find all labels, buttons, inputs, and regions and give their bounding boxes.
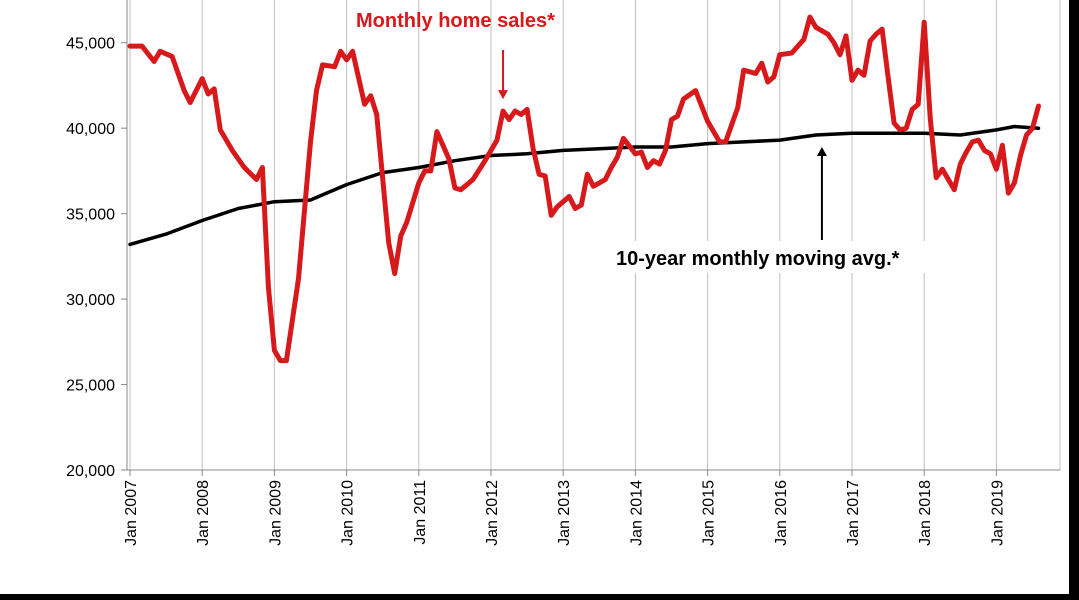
y-tick-label: 40,000 bbox=[66, 121, 115, 138]
annotation-sales-label: Monthly home sales* bbox=[356, 10, 555, 32]
x-tick-labels: Jan 2007 Jan 2008 Jan 2009 Jan 2010 Jan 2011… bbox=[123, 480, 1006, 546]
x-tick-label: Jan 2019 bbox=[989, 480, 1006, 546]
series bbox=[127, 14, 1041, 364]
y-tick-label: 30,000 bbox=[66, 292, 115, 309]
x-tick-label: Jan 2015 bbox=[701, 480, 718, 546]
grid-lines bbox=[121, 0, 1061, 476]
x-tick-label: Jan 2017 bbox=[845, 480, 862, 546]
x-tick-label: Jan 2016 bbox=[773, 480, 790, 546]
y-tick-label: 20,000 bbox=[66, 463, 115, 480]
annotation-avg-backdrop bbox=[600, 241, 930, 273]
y-tick-labels: 20,000 25,000 30,000 35,000 40,000 45,000 bbox=[66, 36, 115, 480]
x-tick-label: Jan 2013 bbox=[556, 480, 573, 546]
annotation-sales-arrowhead bbox=[498, 90, 509, 100]
x-tick-label: Jan 2007 bbox=[123, 480, 140, 546]
x-tick-label: Jan 2018 bbox=[917, 480, 934, 546]
x-tick-label: Jan 2010 bbox=[340, 480, 357, 546]
y-tick-label: 35,000 bbox=[66, 207, 115, 224]
x-tick-label: Jan 2008 bbox=[195, 480, 212, 546]
x-tick-label: Jan 2014 bbox=[628, 480, 645, 546]
x-tick-label: Jan 2012 bbox=[484, 480, 501, 546]
y-tick-label: 45,000 bbox=[66, 36, 115, 53]
series-line-monthly-sales bbox=[127, 14, 1041, 364]
y-tick-label: 25,000 bbox=[66, 378, 115, 395]
x-tick-label: Jan 2011 bbox=[412, 480, 429, 545]
series-line-moving-average bbox=[128, 124, 1041, 247]
annotation-avg-arrowhead bbox=[816, 147, 827, 157]
annotation-avg-label: 10-year monthly moving avg.* bbox=[616, 248, 900, 270]
x-tick-label: Jan 2009 bbox=[267, 480, 284, 546]
axes bbox=[126, 0, 1060, 471]
